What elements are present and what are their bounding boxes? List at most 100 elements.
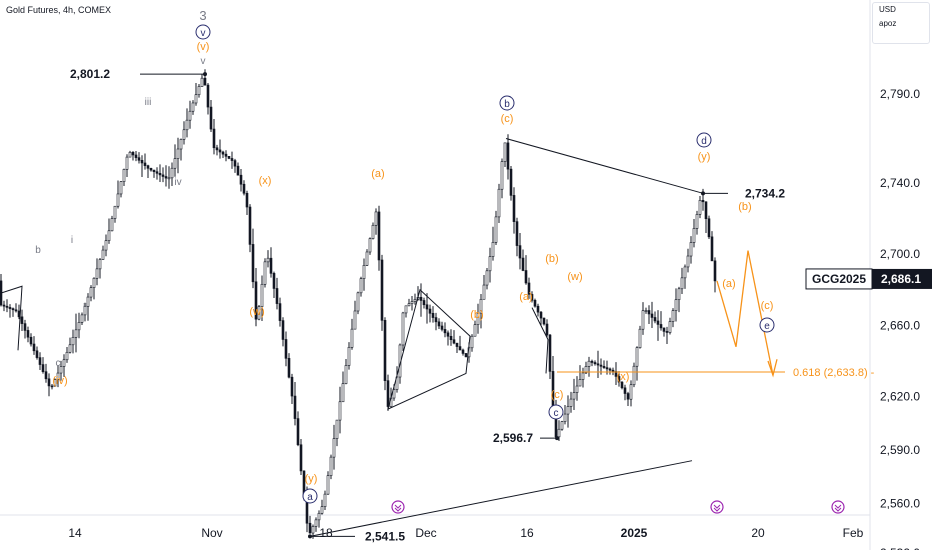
- candle-body: [677, 288, 681, 301]
- candle-body: [332, 438, 336, 458]
- candle-body: [668, 321, 672, 333]
- candle-body: [542, 317, 546, 325]
- candle-body: [47, 378, 51, 387]
- x-tick-label: Feb: [843, 526, 864, 540]
- candle-body: [599, 364, 603, 367]
- candle-body: [251, 244, 255, 283]
- candle-body: [404, 305, 408, 314]
- candle-body: [203, 77, 207, 86]
- candle-body: [533, 299, 537, 307]
- candle-body: [386, 380, 390, 407]
- candle-body: [65, 351, 69, 361]
- candle-body: [164, 176, 168, 179]
- candle-body: [407, 303, 411, 307]
- candle-body: [158, 172, 162, 176]
- x-tick-label: 14: [68, 526, 82, 540]
- candle-body: [254, 281, 258, 320]
- candle-body: [545, 323, 549, 336]
- candle-body: [143, 162, 147, 166]
- candle-body: [653, 317, 657, 322]
- candle-body: [8, 307, 12, 309]
- wave-label-orange: (iv): [52, 375, 67, 387]
- candle-body: [278, 303, 282, 321]
- candle-body: [485, 270, 489, 286]
- candle-body: [410, 301, 414, 304]
- candle-body: [443, 329, 447, 334]
- candle-body: [689, 242, 693, 257]
- candle-body: [569, 398, 573, 407]
- candle-body: [155, 171, 159, 174]
- candle-body: [218, 149, 222, 153]
- wave-label-minor: iii: [145, 97, 152, 108]
- candle-body: [26, 330, 30, 338]
- candle-body: [5, 305, 9, 308]
- candle-body: [35, 350, 39, 358]
- candle-body: [596, 363, 600, 366]
- wave-label-b: b: [504, 99, 510, 110]
- candle-body: [494, 216, 498, 243]
- candle-body: [89, 287, 93, 298]
- candle-body: [170, 167, 174, 179]
- wave-label-orange: (a): [519, 291, 532, 303]
- candle-body: [116, 193, 120, 207]
- candle-body: [263, 261, 267, 285]
- candle-body: [146, 165, 150, 169]
- wave-label-orange: (b): [545, 253, 558, 265]
- wave-label-minor: iv: [174, 177, 181, 188]
- candle-body: [593, 362, 597, 365]
- candle-body: [152, 169, 156, 172]
- wave-label-orange: (a): [371, 168, 384, 180]
- candle-body: [536, 305, 540, 313]
- candle-body: [194, 94, 198, 104]
- candle-body: [359, 278, 363, 294]
- candle-body: [179, 139, 183, 150]
- candle-body: [371, 224, 375, 239]
- candle-body: [644, 310, 648, 312]
- event-marker-icon[interactable]: [831, 500, 845, 514]
- currency-label: USD: [879, 5, 896, 14]
- candle-body: [353, 310, 357, 330]
- candle-body: [692, 228, 696, 243]
- scale-settings-box[interactable]: USD apoz: [872, 2, 930, 44]
- candle-body: [71, 337, 75, 346]
- candle-body: [317, 512, 321, 521]
- candle-body: [290, 376, 294, 397]
- candle-body: [626, 393, 630, 400]
- candle-body: [167, 177, 171, 180]
- candle-body: [701, 200, 705, 203]
- candle-body: [482, 284, 486, 300]
- x-tick-label: 20: [751, 526, 765, 540]
- candle-body: [293, 395, 297, 419]
- candle-body: [344, 365, 348, 384]
- event-marker-icon[interactable]: [710, 500, 724, 514]
- candle-body: [269, 257, 273, 274]
- candle-body: [347, 346, 351, 366]
- y-tick-label: 2,660.0: [880, 318, 920, 332]
- candle-body: [428, 308, 432, 314]
- candle-body: [614, 371, 618, 377]
- candle-body: [617, 376, 621, 383]
- candle-body: [86, 296, 90, 307]
- candle-body: [209, 106, 213, 130]
- candle-body: [197, 86, 201, 96]
- candle-body: [707, 218, 711, 238]
- wave-label-minor: i: [71, 235, 73, 246]
- candle-body: [704, 201, 708, 220]
- candle-body: [419, 296, 423, 301]
- candle-body: [647, 310, 651, 315]
- candle-body: [674, 299, 678, 311]
- candle-body: [275, 288, 279, 304]
- candle-body: [602, 366, 606, 368]
- event-chevron-icon: [713, 504, 721, 512]
- wave-label-orange: (x): [617, 371, 630, 383]
- event-marker-icon[interactable]: [391, 500, 405, 514]
- candle-body: [98, 259, 102, 270]
- candle-body: [488, 256, 492, 272]
- y-tick-label: 2,620.0: [880, 390, 920, 404]
- candle-body: [350, 328, 354, 348]
- candle-body: [587, 360, 591, 367]
- candle-body: [470, 335, 474, 349]
- y-tick-label: 2,590.0: [880, 443, 920, 457]
- candle-body: [362, 265, 366, 279]
